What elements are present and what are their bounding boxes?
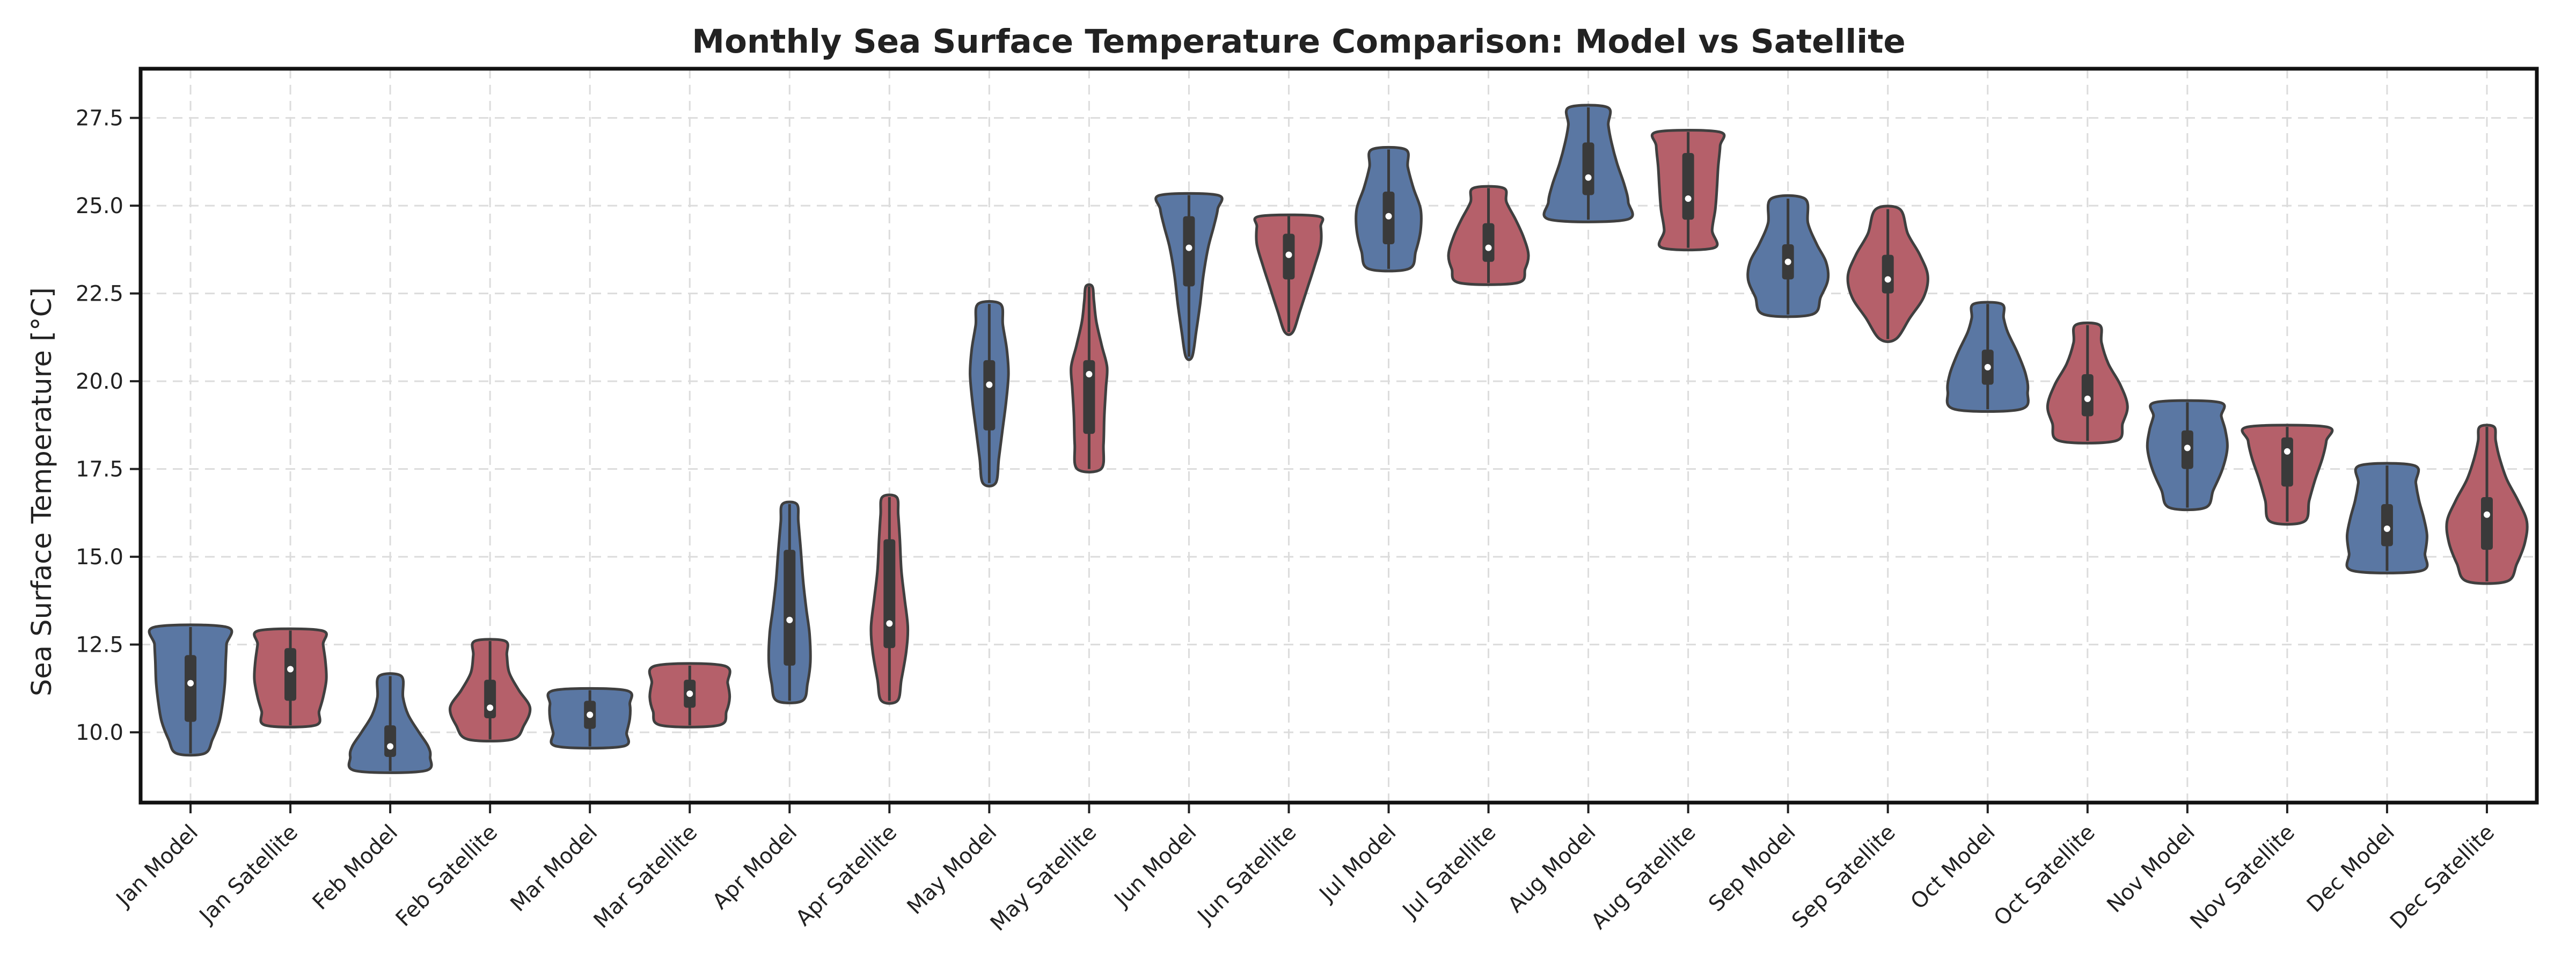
violin-iqr-box xyxy=(185,655,197,722)
violin-iqr-box xyxy=(1682,152,1694,220)
violin-iqr-box xyxy=(384,725,397,757)
violin-median-marker xyxy=(1585,174,1592,181)
violin-median-marker xyxy=(387,743,394,750)
violin-feb-model xyxy=(347,672,433,774)
chart-title: Monthly Sea Surface Temperature Comparis… xyxy=(692,23,1905,61)
violin-jul-model xyxy=(1355,145,1423,273)
violin-aug-model xyxy=(1542,104,1634,223)
y-tick-label: 25.0 xyxy=(76,194,123,218)
y-tick-label: 12.5 xyxy=(76,633,123,658)
violin-median-marker xyxy=(1385,213,1392,220)
violin-iqr-box xyxy=(2381,504,2393,547)
violin-median-marker xyxy=(986,381,993,388)
violin-iqr-box xyxy=(1183,216,1195,287)
violin-median-marker xyxy=(686,690,693,697)
violin-median-marker xyxy=(1285,251,1292,258)
violin-series xyxy=(148,104,2529,774)
violin-median-marker xyxy=(1086,371,1093,378)
violin-may-model xyxy=(969,300,1010,487)
violin-iqr-box xyxy=(983,360,996,431)
violin-median-marker xyxy=(187,680,194,687)
violin-jan-satellite xyxy=(253,627,328,728)
violin-iqr-box xyxy=(1882,254,1894,294)
violin-median-marker xyxy=(287,666,294,673)
violin-apr-model xyxy=(767,500,812,704)
violin-median-marker xyxy=(1185,244,1192,251)
violin-jan-model xyxy=(148,623,233,757)
violin-median-marker xyxy=(2184,445,2191,451)
violin-feb-satellite xyxy=(448,638,532,743)
violin-iqr-box xyxy=(2081,374,2094,417)
y-axis-label: Sea Surface Temperature [°C] xyxy=(26,287,58,696)
violin-aug-satellite xyxy=(1650,129,1726,252)
violin-nov-model xyxy=(2146,399,2229,512)
violin-oct-satellite xyxy=(2046,321,2129,445)
violin-mar-model xyxy=(546,687,633,750)
violin-iqr-box xyxy=(1083,360,1095,434)
violin-median-marker xyxy=(1884,276,1891,283)
violin-median-marker xyxy=(1984,363,1991,370)
violin-median-marker xyxy=(2383,525,2390,532)
violin-median-marker xyxy=(786,616,793,623)
violin-jun-satellite xyxy=(1253,213,1324,336)
violin-iqr-box xyxy=(284,648,297,701)
y-tick-label: 10.0 xyxy=(76,720,123,745)
violin-median-marker xyxy=(487,704,494,711)
violin-jul-satellite xyxy=(1447,185,1530,286)
violin-iqr-box xyxy=(1482,223,1495,262)
violin-iqr-box xyxy=(2480,497,2493,550)
violin-mar-satellite xyxy=(648,662,731,728)
violin-median-marker xyxy=(2084,395,2091,402)
violin-oct-model xyxy=(1945,301,2030,413)
violin-median-marker xyxy=(1685,195,1692,202)
violin-dec-satellite xyxy=(2445,424,2529,585)
axes-frame xyxy=(138,67,2539,805)
violin-sep-model xyxy=(1746,194,1830,318)
violin-apr-satellite xyxy=(869,493,910,705)
violin-iqr-box xyxy=(484,680,496,719)
violin-may-satellite xyxy=(1070,283,1109,473)
violin-median-marker xyxy=(587,711,594,718)
violin-iqr-box xyxy=(883,539,896,649)
violin-iqr-box xyxy=(1582,142,1594,195)
violin-nov-satellite xyxy=(2241,424,2334,526)
violin-median-marker xyxy=(886,620,893,627)
violin-iqr-box xyxy=(2281,437,2293,487)
violin-jun-model xyxy=(1154,192,1224,361)
violin-median-marker xyxy=(2284,448,2290,455)
y-tick-label: 20.0 xyxy=(76,369,123,394)
violin-dec-model xyxy=(2345,462,2429,574)
violin-median-marker xyxy=(1485,244,1492,251)
violin-iqr-box xyxy=(784,550,796,666)
y-tick-label: 27.5 xyxy=(76,106,123,131)
violin-median-marker xyxy=(1784,258,1791,265)
y-tick-label: 22.5 xyxy=(76,282,123,307)
y-tick-label: 15.0 xyxy=(76,545,123,570)
violin-median-marker xyxy=(2483,511,2490,518)
violin-sep-satellite xyxy=(1846,205,1929,344)
y-tick-label: 17.5 xyxy=(76,457,123,482)
